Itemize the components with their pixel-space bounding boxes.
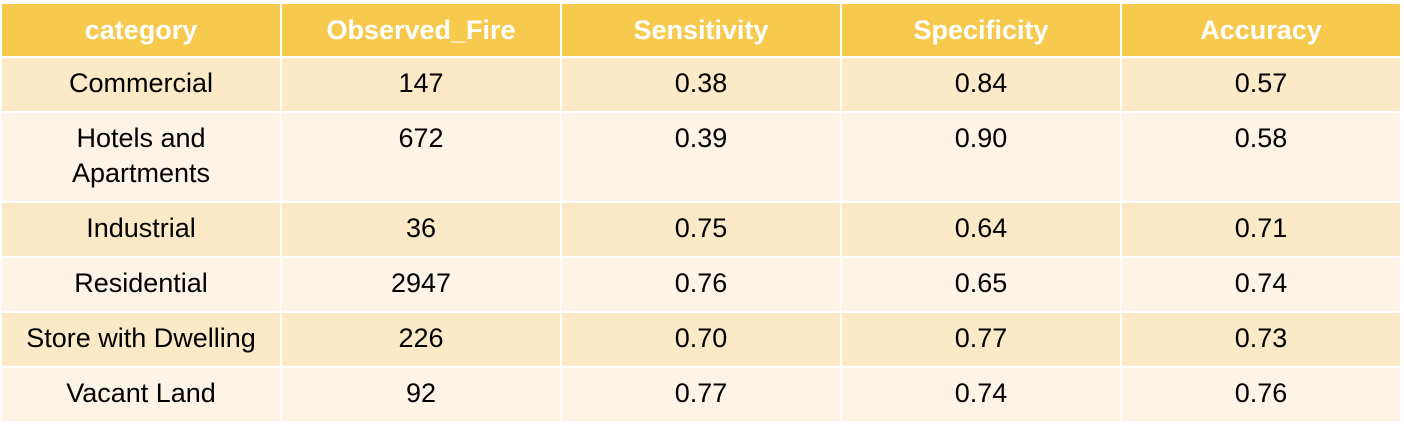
table-row: Store with Dwelling 226 0.70 0.77 0.73 (0, 311, 1402, 368)
cell-sensitivity: 0.70 (560, 311, 842, 368)
table-row: Industrial 36 0.75 0.64 0.71 (0, 201, 1402, 258)
cell-category: Industrial (0, 201, 282, 258)
table-body: Commercial 147 0.38 0.84 0.57 Hotels and… (0, 56, 1402, 423)
column-header-category: category (0, 2, 282, 58)
cell-category: Residential (0, 256, 282, 313)
table-header: category Observed_Fire Sensitivity Speci… (0, 2, 1402, 58)
cell-accuracy: 0.58 (1120, 111, 1402, 203)
column-header-specificity: Specificity (840, 2, 1122, 58)
cell-specificity: 0.90 (840, 111, 1122, 203)
cell-accuracy: 0.76 (1120, 366, 1402, 423)
column-header-observed-fire: Observed_Fire (280, 2, 562, 58)
cell-sensitivity: 0.75 (560, 201, 842, 258)
cell-observed-fire: 36 (280, 201, 562, 258)
cell-category: Hotels and Apartments (0, 111, 282, 203)
cell-observed-fire: 226 (280, 311, 562, 368)
table-row: Vacant Land 92 0.77 0.74 0.76 (0, 366, 1402, 423)
cell-sensitivity: 0.38 (560, 56, 842, 113)
cell-specificity: 0.65 (840, 256, 1122, 313)
cell-sensitivity: 0.76 (560, 256, 842, 313)
cell-accuracy: 0.57 (1120, 56, 1402, 113)
table-row: Hotels and Apartments 672 0.39 0.90 0.58 (0, 111, 1402, 203)
cell-specificity: 0.74 (840, 366, 1122, 423)
cell-accuracy: 0.73 (1120, 311, 1402, 368)
cell-observed-fire: 147 (280, 56, 562, 113)
cell-specificity: 0.84 (840, 56, 1122, 113)
column-header-sensitivity: Sensitivity (560, 2, 842, 58)
cell-sensitivity: 0.77 (560, 366, 842, 423)
table-row: Residential 2947 0.76 0.65 0.74 (0, 256, 1402, 313)
column-header-accuracy: Accuracy (1120, 2, 1402, 58)
cell-specificity: 0.77 (840, 311, 1122, 368)
cell-category: Commercial (0, 56, 282, 113)
cell-observed-fire: 2947 (280, 256, 562, 313)
header-row: category Observed_Fire Sensitivity Speci… (0, 2, 1402, 58)
cell-category: Store with Dwelling (0, 311, 282, 368)
cell-accuracy: 0.74 (1120, 256, 1402, 313)
cell-observed-fire: 672 (280, 111, 562, 203)
cell-category: Vacant Land (0, 366, 282, 423)
cell-accuracy: 0.71 (1120, 201, 1402, 258)
cell-sensitivity: 0.39 (560, 111, 842, 203)
cell-observed-fire: 92 (280, 366, 562, 423)
cell-specificity: 0.64 (840, 201, 1122, 258)
table-row: Commercial 147 0.38 0.84 0.57 (0, 56, 1402, 113)
